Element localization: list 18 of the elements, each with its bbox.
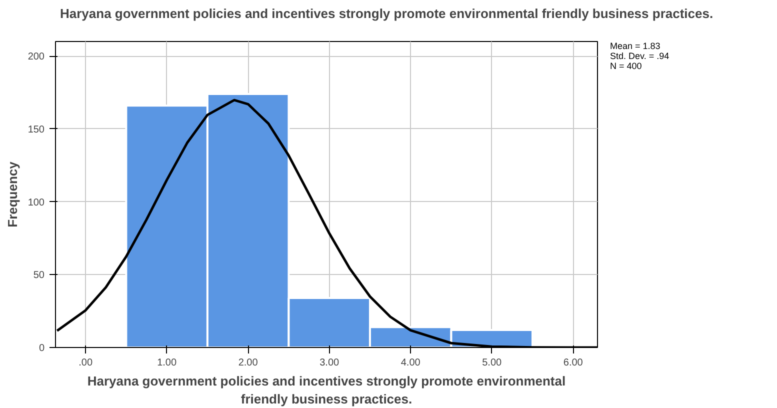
x-tick-label: 4.00 [400,357,421,368]
y-tick-label: 0 [38,342,45,354]
x-tick-label: 5.00 [482,357,502,368]
x-tick-label: 3.00 [320,357,340,368]
chart-title: Haryana government policies and incentives strongly promote environmental friendly business practices. [59,5,714,23]
x-tick-label: 2.00 [238,357,258,368]
text: Std. Dev. = .94 [610,50,670,61]
y-tick-label: 200 [28,51,45,62]
y-tick-label: 150 [28,124,45,135]
x-tick-label: 6.00 [563,357,584,368]
y-axis-title: Frequency [4,160,20,227]
text: N = 400 [610,60,643,71]
x-tick-label: 1.00 [157,357,177,368]
x-axis-title: Haryana government policies and incentives strongly promote environmental friendly business practices. [87,373,566,406]
text: Mean = 1.83 [610,40,662,51]
x-tick-label: .00 [78,357,93,368]
y-tick-label: 50 [33,270,45,281]
y-tick-label: 100 [28,196,45,208]
